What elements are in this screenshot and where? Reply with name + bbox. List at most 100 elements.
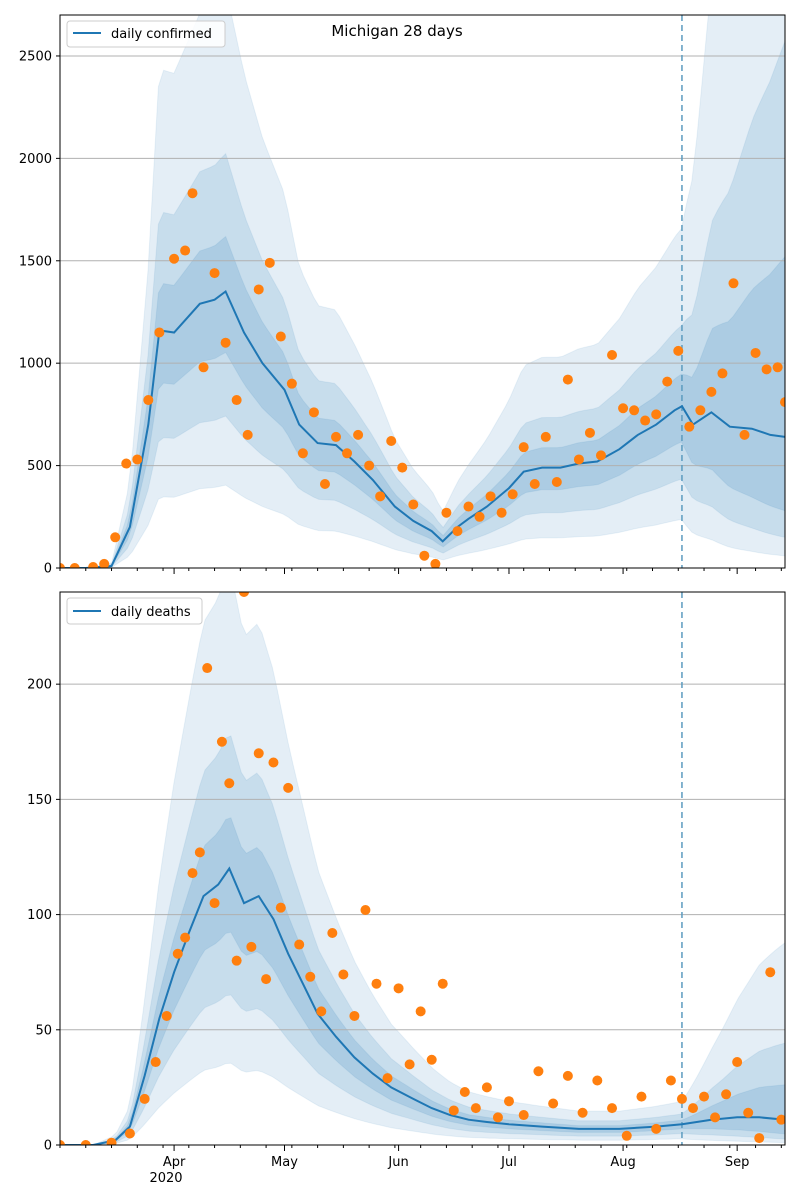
observed-point (161, 1010, 172, 1021)
observed-point (220, 337, 231, 348)
observed-point (331, 431, 342, 442)
observed-point (518, 1110, 529, 1121)
x-tick-label: Apr (163, 1155, 186, 1170)
observed-point (297, 448, 308, 459)
observed-point (187, 868, 198, 879)
observed-point (533, 1066, 544, 1077)
uncertainty-band-3 (60, 235, 785, 568)
series-line (60, 289, 785, 568)
observed-point (592, 1075, 603, 1086)
observed-point (780, 397, 785, 408)
observed-point (695, 405, 706, 416)
uncertainty-band-3 (60, 817, 785, 1145)
observed-point (283, 782, 294, 793)
observed-point (88, 561, 99, 568)
observed-point (673, 345, 684, 356)
x-year-label: 2020 (149, 1171, 182, 1186)
observed-point (139, 1093, 150, 1104)
observed-point (470, 1103, 481, 1114)
observed-point (573, 454, 584, 465)
observed-point (426, 1054, 437, 1065)
observed-point (651, 409, 662, 420)
observed-point (216, 736, 227, 747)
observed-point (360, 904, 371, 915)
observed-point (187, 188, 198, 199)
observed-point (132, 454, 143, 465)
axes-frame (59, 591, 786, 1146)
legend-box (66, 20, 226, 48)
observed-point (353, 429, 364, 440)
observed-point (529, 479, 540, 490)
observed-point (364, 460, 375, 471)
deaths-ticks: 0 50 100 150 200 Apr May Jun Jul Aug Sep (27, 678, 782, 1170)
observed-point (268, 757, 279, 768)
observed-point (687, 1103, 698, 1114)
confirmed-ticks: 0 500 1000 1500 2000 2500 (19, 49, 782, 577)
observed-point (349, 1010, 360, 1021)
observed-point (492, 1112, 503, 1123)
observed-point (408, 499, 419, 510)
observed-point (69, 563, 80, 568)
observed-point (437, 978, 448, 989)
deaths-legend: daily deaths (66, 597, 203, 625)
x-tick-label: Jul (500, 1155, 517, 1170)
observed-point (765, 967, 776, 978)
observed-point (662, 376, 673, 387)
y-tick-label: 2500 (19, 49, 52, 64)
observed-point (143, 395, 154, 406)
observed-point (242, 429, 253, 440)
observed-point (761, 364, 772, 375)
observed-point (496, 507, 507, 518)
observed-point (710, 1112, 721, 1123)
observed-point (452, 526, 463, 537)
observed-point (463, 501, 474, 512)
observed-point (264, 257, 275, 268)
observed-point (275, 902, 286, 913)
observed-point (180, 932, 191, 943)
observed-point (375, 491, 386, 502)
observed-point (481, 1082, 492, 1093)
observed-point (548, 1098, 559, 1109)
observed-point (224, 778, 235, 789)
observed-point (562, 1070, 573, 1081)
observed-point (607, 349, 618, 360)
observed-point (231, 955, 242, 966)
observed-point (261, 974, 272, 985)
observed-point (99, 558, 110, 568)
observed-point (202, 663, 213, 674)
observed-point (60, 1140, 65, 1145)
observed-point (732, 1057, 743, 1068)
chart-title: Michigan 28 days (331, 22, 462, 40)
observed-point (430, 558, 441, 568)
y-tick-label: 100 (27, 908, 52, 923)
observed-point (485, 491, 496, 502)
observed-point (319, 479, 330, 490)
observed-point (419, 550, 430, 561)
uncertainty-band-2 (60, 735, 785, 1145)
observed-point (154, 327, 165, 338)
observed-point (294, 939, 305, 950)
y-tick-label: 0 (44, 562, 52, 577)
y-tick-label: 50 (35, 1023, 52, 1038)
observed-point (665, 1075, 676, 1086)
y-tick-label: 150 (27, 793, 52, 808)
observed-point (595, 450, 606, 461)
observed-point (739, 429, 750, 440)
observed-point (80, 1140, 91, 1145)
observed-point (209, 898, 220, 909)
observed-point (239, 592, 250, 597)
confirmed-legend: daily confirmed (66, 20, 226, 48)
x-tick-label: Aug (610, 1155, 635, 1170)
y-tick-label: 2000 (19, 152, 52, 167)
observed-point (305, 971, 316, 982)
y-tick-label: 200 (27, 678, 52, 693)
observed-point (150, 1057, 161, 1068)
observed-point (404, 1059, 415, 1070)
observed-point (231, 395, 242, 406)
observed-point (60, 563, 65, 568)
confirmed-uncertainty-bands (60, 15, 785, 568)
observed-point (772, 362, 783, 373)
observed-point (415, 1006, 426, 1017)
deaths-panel: 0 50 100 150 200 Apr May Jun Jul Aug Sep daily dea… (27, 591, 786, 1186)
